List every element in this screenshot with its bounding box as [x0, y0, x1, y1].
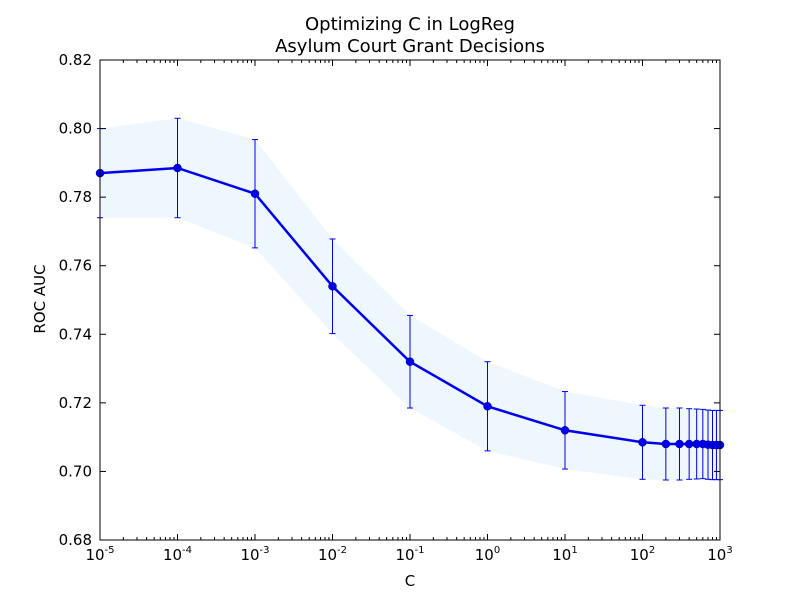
x-tick-label-base: 10: [395, 546, 414, 564]
x-tick-label: 10-3: [240, 545, 269, 564]
x-tick-label-exponent: -5: [105, 545, 115, 556]
y-tick-label: 0.72: [59, 394, 92, 412]
x-tick-label-base: 10: [552, 546, 571, 564]
x-tick-label: 10-1: [395, 545, 424, 564]
data-point: [675, 439, 684, 449]
x-tick-label-base: 10: [475, 546, 494, 564]
y-axis-label: ROC AUC: [31, 264, 49, 333]
plot-area: [95, 117, 725, 481]
x-tick-label-exponent: 2: [649, 545, 655, 556]
data-point: [328, 282, 337, 291]
x-tick-label-exponent: 1: [571, 545, 577, 556]
x-tick-label: 103: [707, 545, 732, 564]
x-tick-label-base: 10: [163, 546, 182, 564]
x-tick-label-base: 10: [707, 546, 726, 564]
x-tick-label-base: 10: [240, 546, 259, 564]
data-point: [560, 426, 570, 435]
x-tick-label: 10-4: [163, 545, 192, 564]
x-tick-label-base: 10: [85, 546, 104, 564]
y-tick-label: 0.80: [59, 120, 92, 138]
data-point: [638, 438, 647, 447]
y-tick-label: 0.70: [59, 462, 92, 480]
x-tick-label: 101: [552, 545, 577, 564]
x-tick-label: 102: [630, 545, 655, 564]
chart-title: Optimizing C in LogReg Asylum Court Gran…: [275, 14, 545, 57]
data-point: [661, 439, 671, 449]
data-point: [684, 439, 694, 449]
y-tick-label: 0.74: [59, 325, 92, 343]
x-tick-label-exponent: -4: [182, 545, 192, 556]
data-point: [173, 163, 182, 173]
data-point: [483, 402, 492, 411]
x-tick-label-exponent: 0: [494, 545, 500, 556]
y-tick-label: 0.68: [59, 531, 92, 549]
x-tick-label-base: 10: [630, 546, 649, 564]
chart-title-line-2: Asylum Court Grant Decisions: [275, 36, 545, 57]
y-tick-label: 0.76: [59, 257, 92, 275]
x-tick-label-exponent: -3: [260, 545, 270, 556]
y-tick-label: 0.82: [59, 51, 92, 69]
x-tick-label: 100: [475, 545, 500, 564]
x-tick-label-exponent: 3: [726, 545, 732, 556]
data-point: [250, 189, 260, 198]
x-tick-label: 10-5: [85, 545, 114, 564]
data-point: [405, 357, 415, 366]
x-tick-label-exponent: -1: [415, 545, 425, 556]
x-tick-label-base: 10: [318, 546, 337, 564]
x-tick-label: 10-2: [318, 545, 347, 564]
y-tick-label: 0.78: [59, 188, 92, 206]
x-tick-label-exponent: -2: [337, 545, 347, 556]
x-axis-label: C: [405, 572, 415, 590]
chart-title-line-1: Optimizing C in LogReg: [305, 14, 515, 35]
